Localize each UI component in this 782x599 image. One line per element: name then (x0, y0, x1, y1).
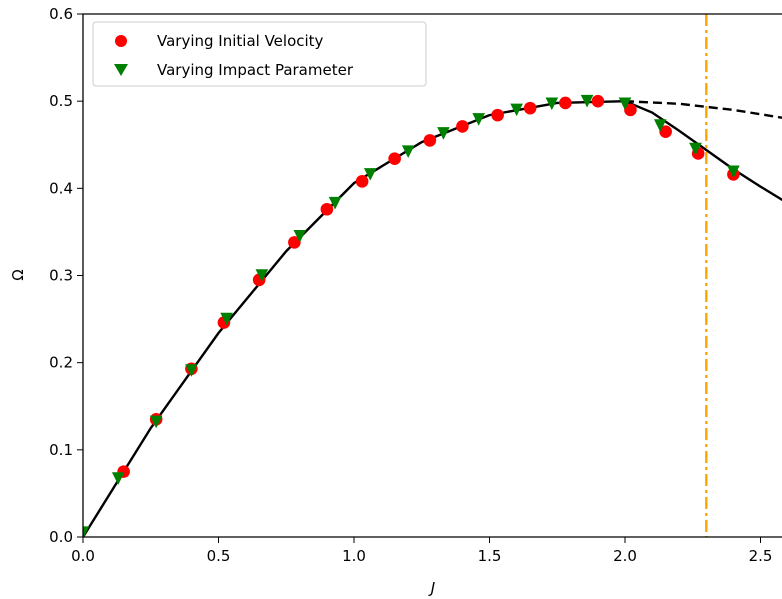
point-velocity (491, 108, 504, 122)
point-velocity (659, 125, 672, 138)
point-impact (580, 94, 594, 108)
y-ticks: 0.0 0.1 0.2 0.3 0.4 0.5 0.6 (49, 5, 83, 546)
point-impact (401, 145, 415, 159)
point-velocity (388, 152, 401, 165)
point-velocity (288, 236, 301, 249)
point-impact (727, 165, 740, 179)
point-velocity (423, 134, 437, 147)
point-velocity (523, 101, 537, 115)
x-tick-label: 1.5 (478, 547, 502, 565)
x-tick-label: 1.0 (342, 547, 366, 565)
y-tick-label: 0.5 (49, 92, 73, 110)
y-tick-label: 0.6 (49, 5, 73, 23)
x-tick-label: 2.5 (749, 547, 773, 565)
point-impact (689, 142, 702, 156)
point-impact (437, 127, 450, 140)
plot-frame (82, 13, 782, 538)
x-tick-label: 2.0 (613, 547, 637, 565)
y-tick-label: 0.4 (49, 179, 73, 197)
legend-marker-circle (115, 35, 127, 47)
x-tick-label: 0.5 (207, 547, 231, 565)
curves-layer (83, 99, 782, 537)
point-velocity (355, 175, 369, 188)
y-tick-label: 0.3 (49, 267, 73, 285)
point-impact (328, 196, 342, 210)
legend-label-velocity: Varying Initial Velocity (157, 32, 324, 50)
point-impact (472, 113, 485, 126)
points-layer (83, 94, 740, 537)
x-tick-label: 0.0 (71, 547, 95, 565)
point-impact (618, 97, 632, 111)
axes (82, 13, 782, 538)
point-impact (545, 97, 559, 111)
point-impact (293, 229, 307, 243)
legend-marker-triangle (114, 64, 128, 76)
point-impact (185, 364, 198, 377)
curve-solid (83, 99, 782, 537)
point-velocity (591, 94, 605, 108)
point-impact (149, 415, 163, 429)
point-impact (363, 168, 377, 181)
point-velocity (624, 103, 637, 117)
y-tick-label: 0.1 (49, 441, 73, 459)
point-impact (255, 269, 269, 282)
x-axis-label: J (428, 579, 435, 597)
legend-frame (92, 21, 427, 87)
y-axis-label: Ω (9, 269, 27, 280)
point-velocity (456, 120, 469, 133)
legend-label-impact: Varying Impact Parameter (157, 61, 354, 79)
point-impact (111, 472, 125, 485)
point-impact (220, 312, 233, 326)
point-impact (653, 119, 667, 132)
y-tick-label: 0.2 (49, 354, 73, 372)
legend: Varying Initial Velocity Varying Impact … (92, 21, 427, 87)
point-velocity (559, 96, 572, 110)
x-ticks: 0.0 0.5 1.0 1.5 2.0 2.5 (71, 537, 772, 565)
point-impact (83, 526, 90, 537)
point-velocity (320, 202, 334, 216)
y-tick-label: 0.0 (49, 528, 73, 546)
point-impact (510, 103, 523, 117)
